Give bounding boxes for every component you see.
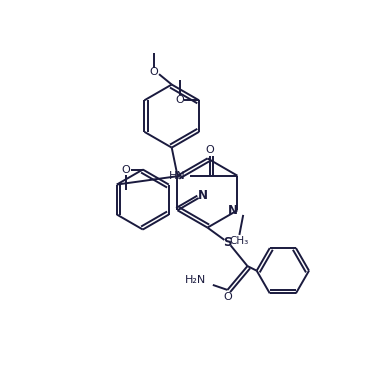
Text: H₂N: H₂N [185, 275, 206, 285]
Text: O: O [175, 95, 184, 105]
Text: O: O [150, 67, 158, 77]
Text: N: N [228, 204, 238, 217]
Text: O: O [223, 292, 232, 302]
Text: N: N [198, 189, 208, 202]
Text: O: O [205, 145, 214, 155]
Text: S: S [223, 236, 232, 249]
Text: CH₃: CH₃ [230, 236, 249, 246]
Text: O: O [121, 164, 130, 174]
Text: HN: HN [169, 171, 186, 181]
